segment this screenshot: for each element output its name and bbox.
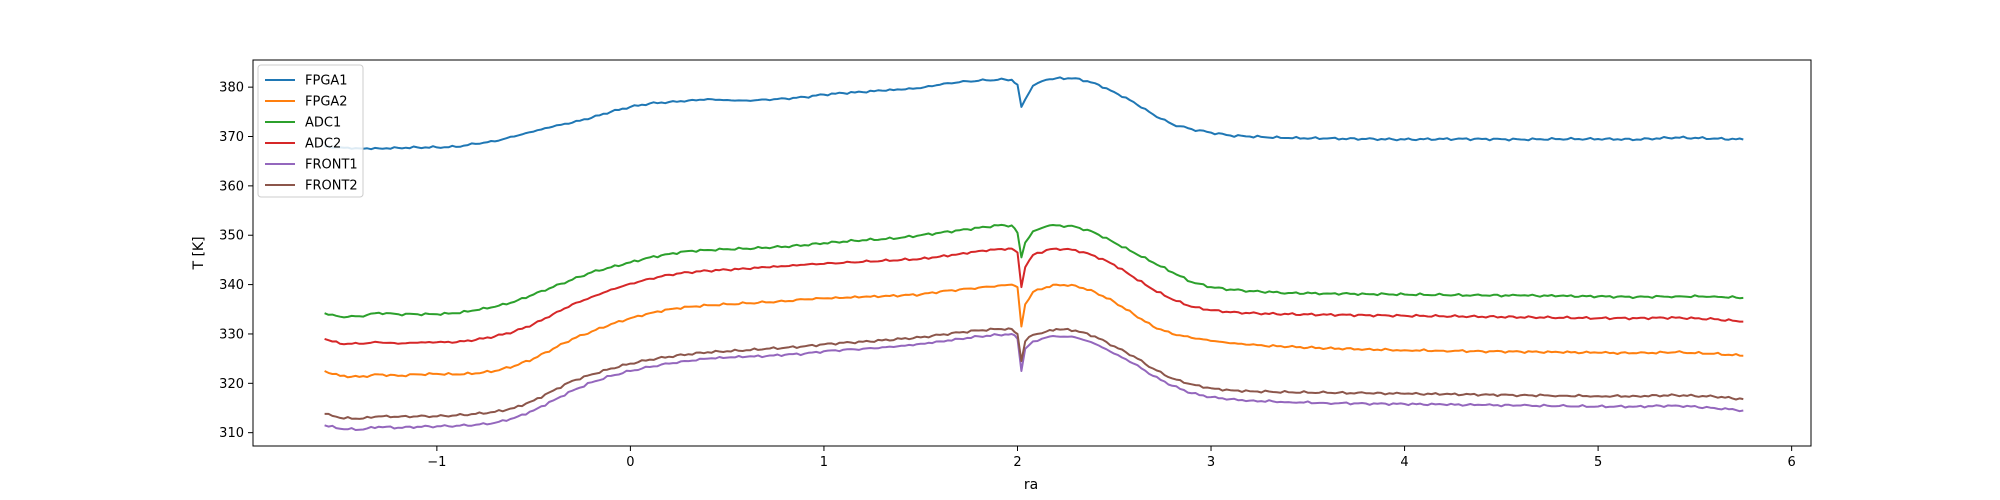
x-tick-label: 6 (1788, 455, 1796, 470)
x-tick-label: 1 (820, 455, 828, 470)
y-axis-ticks: 310 320 330 340 350 360 370 380 (219, 81, 253, 441)
y-tick-label: 370 (219, 130, 244, 145)
x-tick-label: 4 (1400, 455, 1408, 470)
x-tick-label: 0 (626, 455, 634, 470)
y-tick-label: 360 (219, 179, 244, 194)
series-lines (324, 76, 1744, 431)
series-line-adc1 (324, 223, 1744, 319)
series-line-fpga1 (324, 76, 1744, 151)
y-tick-label: 310 (219, 426, 244, 441)
series-line-fpga2 (324, 283, 1744, 379)
legend: FPGA1 FPGA2 ADC1 ADC2 FRONT1 FRONT2 (257, 64, 364, 198)
plot-frame (252, 59, 1812, 447)
y-tick-label: 340 (219, 278, 244, 293)
legend-label-fpga1: FPGA1 (305, 74, 348, 89)
legend-label-fpga2: FPGA2 (305, 95, 348, 110)
legend-label-front1: FRONT1 (305, 158, 358, 173)
x-tick-label: 5 (1594, 455, 1602, 470)
series-line-adc2 (324, 247, 1744, 346)
legend-label-adc1: ADC1 (305, 116, 341, 131)
y-tick-label: 330 (219, 327, 244, 342)
legend-label-front2: FRONT2 (305, 179, 358, 194)
series-line-front2 (324, 327, 1744, 420)
x-tick-label: 3 (1207, 455, 1215, 470)
y-tick-label: 320 (219, 377, 244, 392)
y-tick-label: 350 (219, 229, 244, 244)
x-axis-title: ra (1024, 477, 1038, 493)
y-tick-label: 380 (219, 81, 244, 96)
x-axis-ticks: −1 0 1 2 3 4 5 6 (427, 446, 1796, 470)
y-axis-title: T [K] (191, 236, 207, 270)
x-tick-label: 2 (1013, 455, 1021, 470)
legend-label-adc2: ADC2 (305, 137, 341, 152)
series-line-front1 (324, 333, 1744, 431)
x-tick-label: −1 (427, 455, 446, 470)
